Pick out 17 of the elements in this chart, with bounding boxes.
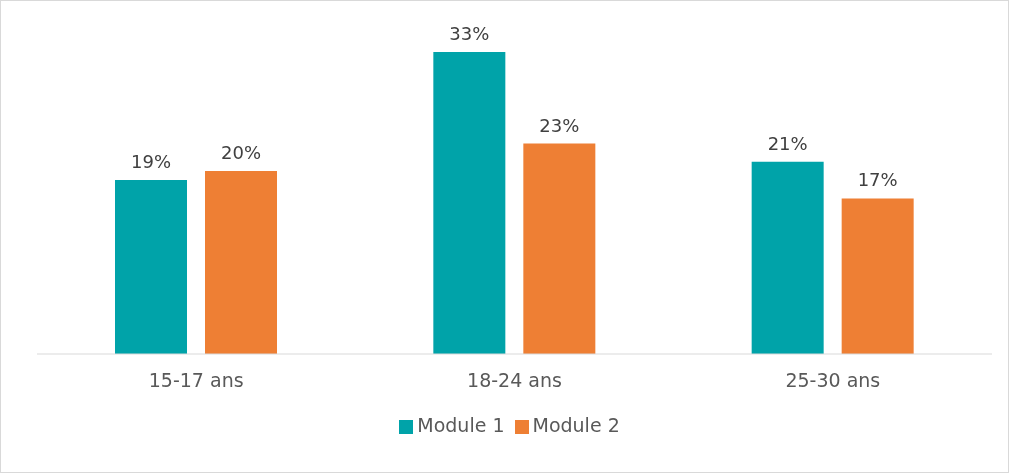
data-label: 33% <box>449 23 490 44</box>
data-label: 23% <box>539 114 580 136</box>
x-tick-label: 18-24 ans <box>467 369 562 392</box>
legend-label: Module 1 <box>417 414 505 436</box>
data-label: 19% <box>130 151 172 173</box>
bar <box>751 161 824 354</box>
bar <box>205 170 277 354</box>
bar <box>523 143 596 354</box>
data-label: 21% <box>767 132 808 154</box>
bar <box>841 198 914 354</box>
legend-label: Module 2 <box>532 414 620 436</box>
bar <box>433 52 506 354</box>
x-tick-label: 25-30 ans <box>785 369 881 392</box>
data-label: 17% <box>857 169 898 191</box>
bar <box>115 180 187 354</box>
x-tick-label: 15-17 ans <box>148 369 244 392</box>
data-label: 20% <box>220 141 262 163</box>
